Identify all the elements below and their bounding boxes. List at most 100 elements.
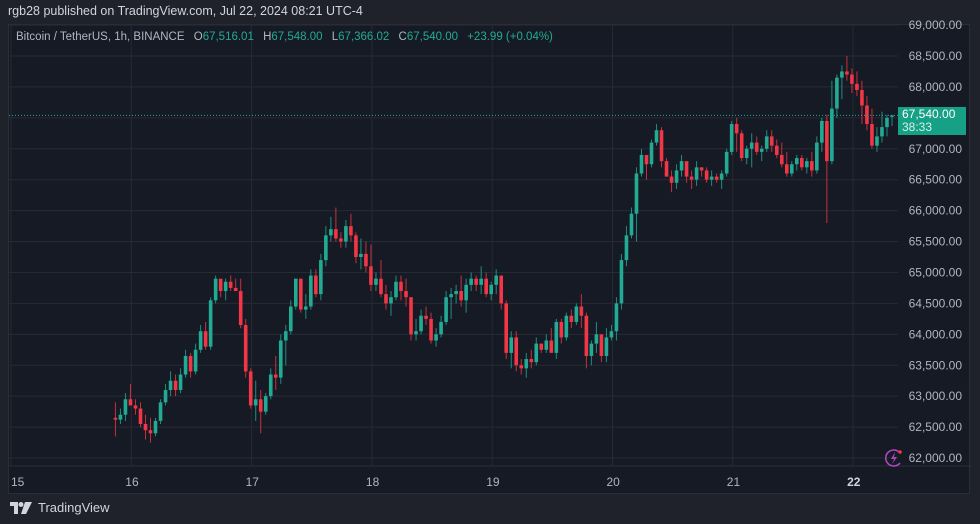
candle	[604, 337, 609, 356]
candle	[800, 158, 804, 168]
time-axis-label: 16	[125, 475, 139, 489]
candle	[489, 284, 493, 295]
symbol-title[interactable]: Bitcoin / TetherUS, 1h, BINANCE	[16, 31, 185, 43]
price-axis-label: 65,000.00	[909, 265, 963, 279]
candle	[689, 176, 694, 180]
candle	[539, 343, 544, 350]
candle	[614, 303, 619, 332]
candle	[263, 396, 268, 412]
candle	[424, 315, 428, 319]
candle	[148, 430, 153, 434]
candle	[519, 365, 524, 369]
candle	[273, 374, 278, 378]
close-label: C	[398, 31, 407, 43]
candle	[414, 331, 418, 335]
candle	[805, 161, 809, 168]
candle	[704, 170, 709, 180]
candle	[669, 176, 674, 183]
candle	[364, 253, 368, 267]
candle	[163, 389, 168, 403]
candle	[744, 148, 749, 159]
candle	[734, 124, 739, 134]
high-value: 67,548.00	[271, 31, 323, 43]
candle	[283, 331, 288, 341]
candle	[825, 120, 829, 162]
candle	[213, 278, 218, 301]
candle	[193, 349, 198, 372]
candle	[268, 374, 273, 397]
change-value: +23.99 (+0.04%)	[467, 31, 553, 43]
candle	[439, 321, 443, 335]
price-axis-label: 64,000.00	[909, 327, 963, 341]
candle	[309, 275, 313, 307]
open-value: 67,516.01	[202, 31, 254, 43]
price-axis-label: 68,000.00	[909, 80, 963, 94]
open-label: O	[193, 31, 203, 43]
candle	[629, 213, 634, 236]
candle	[664, 161, 669, 177]
candle	[674, 170, 679, 183]
candle	[178, 374, 183, 390]
last-price-tag: 67,540.00 38:33	[898, 107, 966, 136]
price-axis-label: 68,500.00	[909, 49, 963, 63]
candle	[319, 260, 323, 295]
candle	[304, 306, 308, 310]
candle	[484, 278, 488, 295]
candle	[569, 315, 574, 322]
candle	[329, 229, 333, 236]
publisher-line: rgb28 published on TradingView.com, Jul …	[8, 4, 363, 18]
candle	[639, 154, 644, 174]
candle	[409, 297, 413, 335]
candle	[339, 238, 343, 242]
time-axis-label: 20	[607, 475, 621, 489]
candle	[649, 142, 654, 165]
candle	[434, 334, 438, 341]
candle	[764, 136, 769, 149]
candle	[404, 291, 408, 298]
candle	[153, 420, 158, 434]
candle	[133, 405, 138, 409]
candle	[118, 414, 123, 420]
candle	[860, 90, 864, 106]
candle	[840, 71, 844, 78]
tradingview-brand[interactable]: TradingView	[38, 500, 110, 515]
candle	[369, 266, 373, 285]
candle	[699, 167, 704, 171]
candle	[464, 284, 468, 301]
lightning-icon[interactable]	[884, 448, 904, 473]
price-axis-label: 62,500.00	[909, 420, 963, 434]
candle	[128, 399, 133, 406]
candle	[609, 331, 614, 338]
candle	[679, 161, 684, 171]
candle	[784, 164, 789, 174]
candle	[634, 173, 639, 214]
candle	[509, 337, 514, 353]
price-axis-label: 62,000.00	[909, 451, 963, 465]
candle	[299, 278, 303, 310]
candle	[589, 343, 594, 356]
candle	[143, 424, 148, 431]
candle	[384, 294, 388, 304]
candle	[654, 130, 659, 143]
candle	[875, 136, 879, 146]
candle	[474, 278, 478, 285]
candle	[559, 321, 564, 338]
candle	[389, 297, 393, 304]
candle	[243, 325, 248, 372]
candle	[795, 158, 799, 165]
price-axis-label: 66,500.00	[909, 173, 963, 187]
candle	[820, 120, 824, 143]
candle	[394, 281, 398, 298]
candle	[739, 133, 744, 159]
time-axis-label: 18	[366, 475, 380, 489]
candle	[779, 154, 784, 165]
candle	[594, 334, 599, 344]
chart-pane[interactable]	[8, 24, 970, 494]
close-value: 67,540.00	[406, 31, 459, 43]
price-axis-label: 67,000.00	[909, 142, 963, 156]
candle	[619, 260, 624, 304]
candle	[574, 306, 579, 322]
candle	[885, 117, 889, 128]
candle	[514, 337, 519, 366]
